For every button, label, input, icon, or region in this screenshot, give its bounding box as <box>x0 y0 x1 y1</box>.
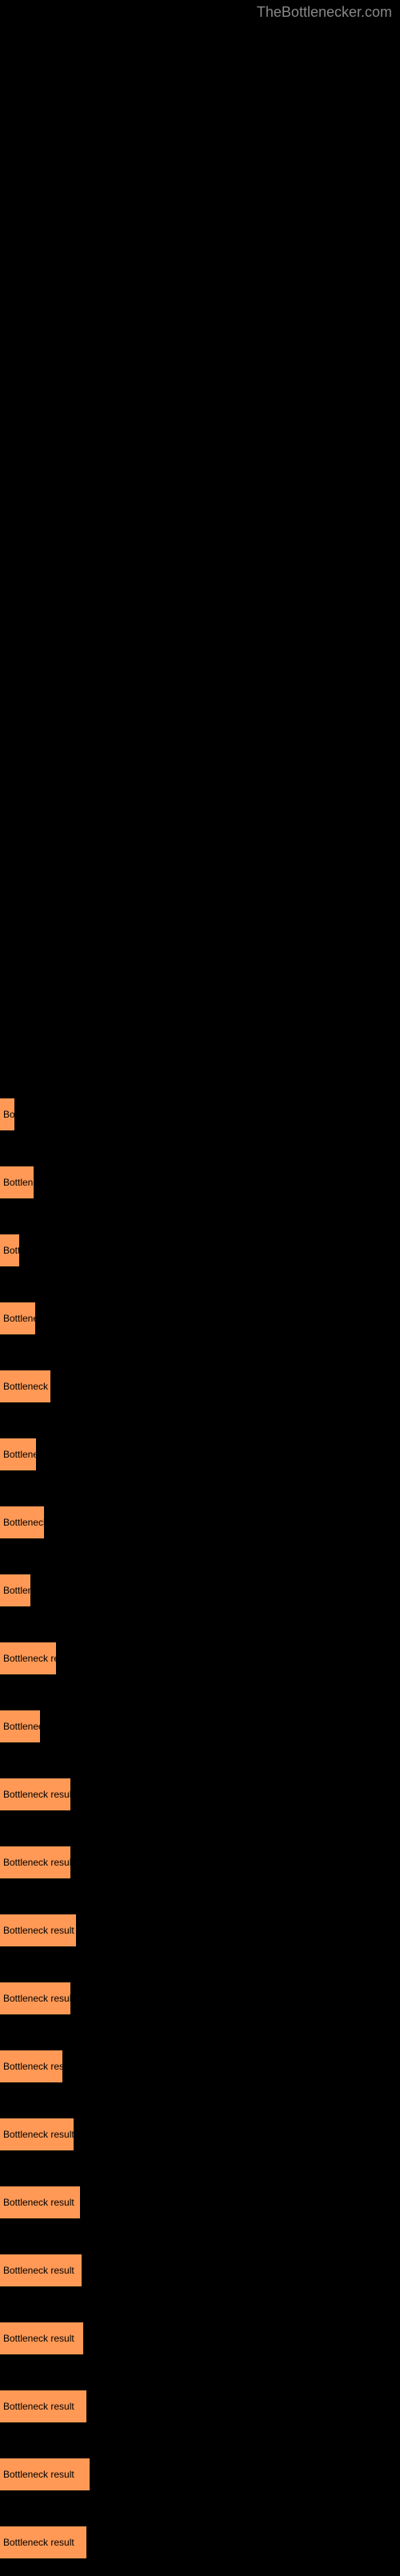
bar-row: Bottlen <box>0 1556 400 1624</box>
chart-bar: Bottleneck r <box>0 1370 50 1402</box>
bar-row: Bottleneck result <box>0 1828 400 1896</box>
bar-row: Bottleneck result <box>0 1896 400 1964</box>
chart-bar: Bottleneck result <box>0 2254 82 2286</box>
chart-bar: Bottleneck result <box>0 2526 86 2558</box>
chart-bar: Bottleneck result <box>0 1846 70 1878</box>
bar-row: Bottleneck <box>0 1488 400 1556</box>
chart-bar: Bottleneck result <box>0 1914 76 1946</box>
bar-row: Bottlene <box>0 1420 400 1488</box>
bar-row: Bottleneck result <box>0 1760 400 1828</box>
chart-bar: Bo <box>0 1098 14 1130</box>
bar-row: Bottleneck result <box>0 2508 400 2576</box>
chart-bar: Bottleneck result <box>0 2458 90 2490</box>
chart-bar: Bottleneck re <box>0 1642 56 1674</box>
bar-row: Bottleneck result <box>0 2372 400 2440</box>
chart-bar: Bottleneck result <box>0 2118 74 2150</box>
bar-row: Bottleneck r <box>0 1352 400 1420</box>
bar-row: Bottlene <box>0 1148 400 1216</box>
chart-bar: Bottleneck resu <box>0 2050 62 2082</box>
chart-bar: Bott <box>0 1234 19 1266</box>
watermark-text: TheBottlenecker.com <box>257 4 392 21</box>
chart-bar: Bottleneck result <box>0 1778 70 1810</box>
bar-chart: Bo Bottlene Bott Bottlene Bottleneck r Bottle… <box>0 0 400 2576</box>
bar-row: Bottlenec <box>0 1692 400 1760</box>
bar-row: Bottleneck result <box>0 2304 400 2372</box>
bar-row: Bottlene <box>0 1284 400 1352</box>
chart-bar: Bottlenec <box>0 1710 40 1742</box>
bar-row: Bottleneck result <box>0 2236 400 2304</box>
chart-bar: Bottlene <box>0 1302 35 1334</box>
bar-row: Bo <box>0 1080 400 1148</box>
chart-bar: Bottleneck result <box>0 2186 80 2218</box>
bar-row: Bottleneck result <box>0 2168 400 2236</box>
chart-bar: Bottlen <box>0 1574 30 1606</box>
bar-row: Bott <box>0 1216 400 1284</box>
bar-row: Bottleneck result <box>0 2440 400 2508</box>
chart-bar: Bottlene <box>0 1438 36 1470</box>
chart-bar: Bottleneck <box>0 1506 44 1538</box>
chart-bar: Bottleneck result <box>0 2322 83 2354</box>
chart-bar: Bottlene <box>0 1166 34 1198</box>
chart-bar: Bottleneck result <box>0 1982 70 2014</box>
chart-bar: Bottleneck result <box>0 2390 86 2422</box>
bar-row: Bottleneck resu <box>0 2032 400 2100</box>
bar-row: Bottleneck result <box>0 1964 400 2032</box>
bar-row: Bottleneck result <box>0 2100 400 2168</box>
bar-row: Bottleneck re <box>0 1624 400 1692</box>
